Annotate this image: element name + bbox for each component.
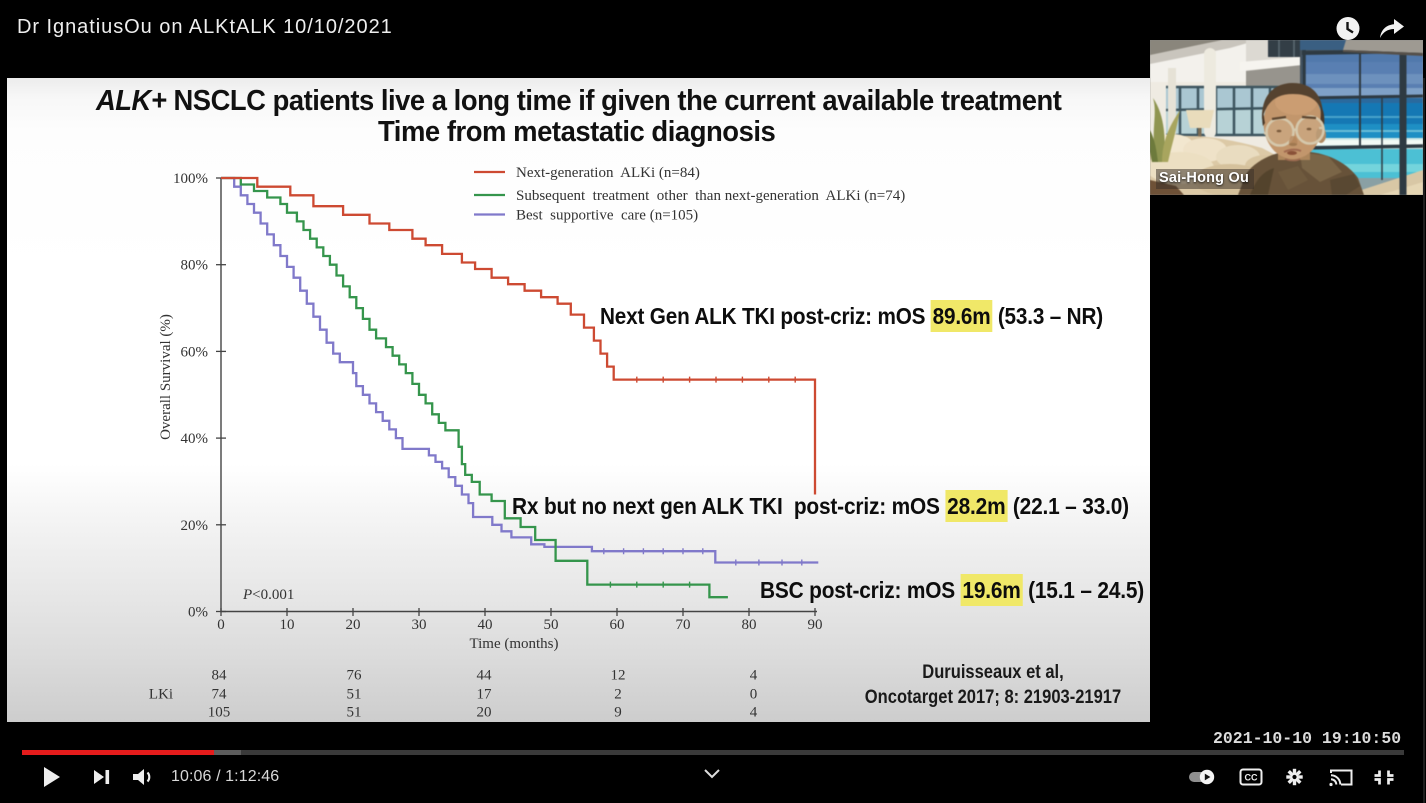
svg-text:P<0.001: P<0.001 xyxy=(242,587,294,603)
svg-text:90: 90 xyxy=(808,617,823,633)
svg-text:84: 84 xyxy=(212,668,228,684)
svg-text:80: 80 xyxy=(742,617,757,633)
svg-text:60%: 60% xyxy=(181,344,209,360)
svg-text:2: 2 xyxy=(614,687,622,703)
svg-text:17: 17 xyxy=(477,687,493,703)
svg-text:70: 70 xyxy=(676,617,691,633)
svg-text:30: 30 xyxy=(412,617,427,633)
svg-text:Subsequent treatment other: Subsequent treatment other than next-gen… xyxy=(516,188,905,204)
svg-text:51: 51 xyxy=(347,687,362,703)
svg-text:4: 4 xyxy=(750,668,758,684)
svg-text:10: 10 xyxy=(280,617,295,633)
svg-text:44: 44 xyxy=(477,668,493,684)
svg-text:20: 20 xyxy=(477,705,492,721)
svg-text:4: 4 xyxy=(750,705,758,721)
svg-text:20%: 20% xyxy=(181,518,209,534)
svg-text:60: 60 xyxy=(610,617,625,633)
svg-text:9: 9 xyxy=(614,705,622,721)
svg-text:105: 105 xyxy=(208,705,231,721)
svg-text:Best supportive care (n=105): Best supportive care (n=105) xyxy=(516,208,698,224)
svg-text:20: 20 xyxy=(346,617,361,633)
svg-text:40: 40 xyxy=(478,617,493,633)
svg-text:76: 76 xyxy=(347,668,363,684)
svg-text:Time (months): Time (months) xyxy=(469,636,558,652)
svg-text:100%: 100% xyxy=(173,171,208,187)
svg-text:LKi: LKi xyxy=(149,687,173,703)
svg-text:CC: CC xyxy=(1245,773,1258,783)
svg-text:0: 0 xyxy=(750,687,758,703)
svg-text:80%: 80% xyxy=(181,258,209,274)
svg-text:0: 0 xyxy=(217,617,225,633)
svg-text:74: 74 xyxy=(212,687,228,703)
svg-text:40%: 40% xyxy=(181,431,209,447)
svg-text:Next-generation ALKi (n=84): Next-generation ALKi (n=84) xyxy=(516,165,700,181)
svg-text:12: 12 xyxy=(611,668,626,684)
svg-text:0%: 0% xyxy=(188,605,208,621)
svg-text:51: 51 xyxy=(347,705,362,721)
svg-text:50: 50 xyxy=(544,617,559,633)
svg-text:Overall Survival (%): Overall Survival (%) xyxy=(158,314,174,440)
